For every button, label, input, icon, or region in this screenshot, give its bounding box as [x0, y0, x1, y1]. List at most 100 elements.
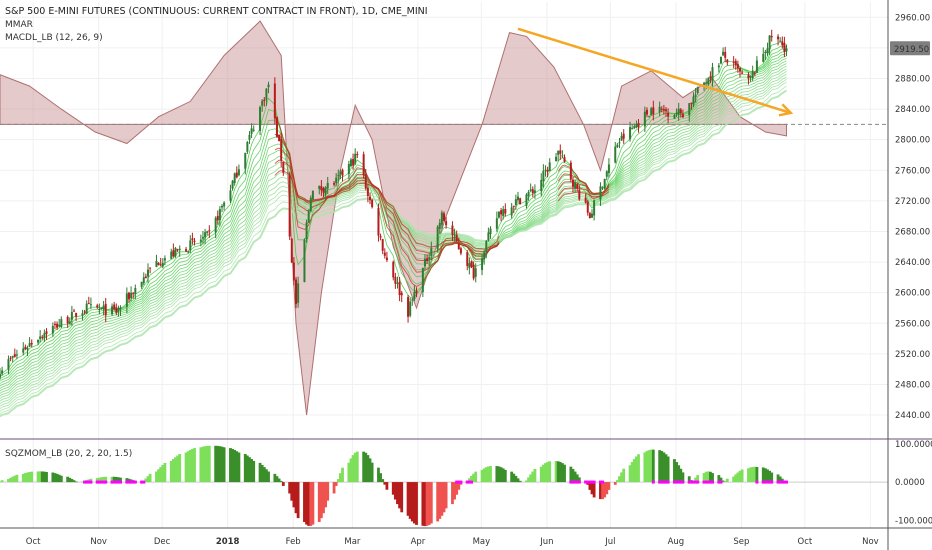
- candle-body: [161, 262, 164, 267]
- momentum-bar: [290, 482, 294, 501]
- momentum-tick-label: 0.0000: [895, 478, 925, 488]
- momentum-bar: [763, 468, 767, 483]
- candle-body: [89, 304, 92, 306]
- indicator-label-macd: MACDL_LB (12, 26, 9): [5, 33, 103, 43]
- momentum-bar: [487, 466, 490, 483]
- momentum-bar: [252, 460, 256, 483]
- momentum-bar: [341, 467, 344, 483]
- candle-body: [411, 299, 414, 301]
- squeeze-dot: [569, 480, 573, 484]
- candle-body: [147, 269, 149, 277]
- candle-body: [263, 99, 266, 102]
- squeeze-dot: [662, 480, 666, 484]
- candle-body: [305, 222, 308, 239]
- momentum-bar: [15, 474, 19, 483]
- ribbon-line: [0, 81, 787, 412]
- candle-body: [193, 240, 196, 243]
- momentum-bar: [482, 468, 486, 483]
- candle-body: [318, 185, 321, 190]
- momentum-bar: [558, 461, 562, 483]
- candle-body: [688, 103, 691, 116]
- momentum-bar: [193, 448, 196, 483]
- trend-arrow-head: [778, 103, 794, 117]
- momentum-bar: [72, 480, 76, 483]
- candle-body: [119, 307, 122, 310]
- momentum-bar: [725, 478, 729, 483]
- momentum-bar: [398, 482, 401, 509]
- candle-body: [709, 76, 712, 79]
- squeeze-dot: [691, 480, 695, 484]
- momentum-bar: [368, 458, 372, 483]
- momentum-bar: [768, 470, 771, 483]
- squeeze-dot: [660, 480, 664, 484]
- momentum-bar: [322, 482, 325, 514]
- candle-body: [618, 142, 621, 144]
- momentum-bar: [38, 471, 42, 483]
- momentum-bar: [53, 473, 57, 483]
- candle-body: [777, 36, 780, 40]
- candle-body: [667, 112, 670, 117]
- squeeze-dot: [125, 480, 129, 484]
- squeeze-dot: [719, 480, 723, 484]
- price-tick-label: 2440.00: [895, 411, 930, 421]
- candle-body: [191, 238, 194, 241]
- squeeze-dot: [114, 480, 118, 484]
- candle-body: [398, 282, 401, 295]
- candle-body: [517, 196, 519, 201]
- momentum-bar: [70, 479, 74, 483]
- momentum-bar: [0, 481, 2, 483]
- candle-body: [290, 238, 293, 263]
- momentum-bar: [675, 462, 678, 483]
- candle-body: [233, 173, 236, 184]
- price-tick-label: 2600.00: [895, 289, 930, 299]
- momentum-bar: [776, 474, 780, 483]
- momentum-bar: [36, 471, 40, 483]
- momentum-bar: [694, 477, 697, 483]
- candle-body: [692, 96, 695, 105]
- candle-body: [576, 184, 579, 189]
- candles: [0, 29, 788, 380]
- momentum-bar: [171, 459, 175, 483]
- candle-body: [100, 307, 103, 309]
- candle-body: [409, 301, 412, 316]
- candle-body: [650, 108, 653, 116]
- ribbon-line-red: [557, 181, 610, 194]
- squeeze-dot: [112, 480, 116, 484]
- momentum-bar: [738, 470, 742, 483]
- momentum-bar: [125, 478, 129, 483]
- momentum-bar: [155, 471, 158, 483]
- momentum-bar: [440, 482, 444, 516]
- candle-body: [586, 201, 589, 213]
- momentum-bar: [55, 473, 59, 483]
- candle-body: [593, 200, 596, 216]
- momentum-bar: [541, 464, 545, 483]
- squeeze-dot: [689, 480, 693, 484]
- candle-body: [125, 293, 128, 307]
- squeeze-dot: [679, 480, 683, 484]
- macd-area: [0, 20, 788, 416]
- momentum-bar: [163, 462, 167, 483]
- momentum-bar: [457, 482, 461, 490]
- momentum-bar: [43, 471, 46, 483]
- momentum-bar: [666, 456, 670, 483]
- squeeze-dot: [780, 480, 784, 484]
- momentum-bar: [429, 482, 433, 524]
- momentum-bar: [157, 469, 160, 483]
- candle-body: [407, 297, 410, 317]
- momentum-bar: [59, 475, 63, 483]
- momentum-bar: [613, 482, 617, 485]
- candle-body: [41, 336, 44, 338]
- candle-body: [603, 178, 606, 189]
- momentum-bar: [201, 446, 205, 483]
- candle-body: [620, 135, 623, 141]
- candle-body: [770, 35, 773, 38]
- momentum-bar: [529, 474, 533, 483]
- candle-body: [607, 164, 610, 174]
- candle-body: [497, 211, 500, 218]
- candle-body: [214, 217, 217, 233]
- candle-body: [259, 107, 262, 131]
- momentum-bar: [410, 482, 414, 522]
- candle-body: [246, 141, 249, 152]
